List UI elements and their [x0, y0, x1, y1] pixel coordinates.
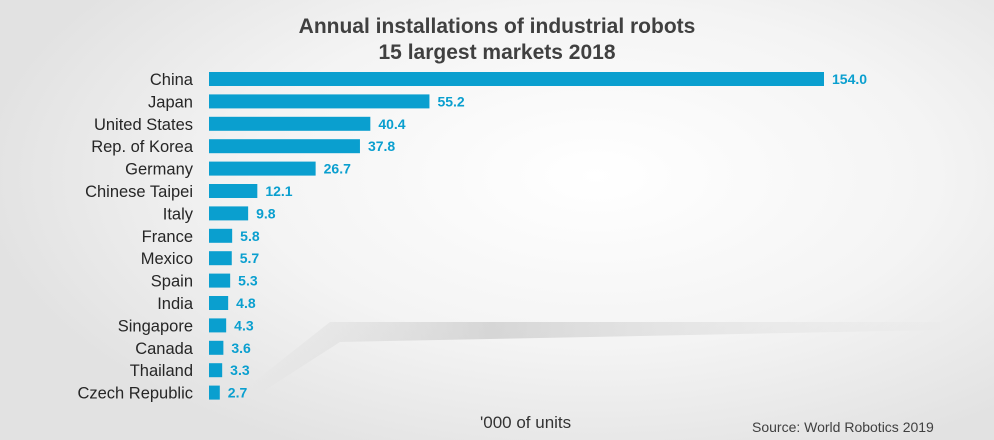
bar	[209, 161, 316, 176]
category-label: China	[150, 71, 194, 89]
category-label: Spain	[151, 273, 193, 291]
category-label: India	[157, 295, 194, 313]
category-label: Italy	[163, 205, 194, 223]
floor-shadow	[250, 322, 940, 392]
bar	[209, 251, 232, 266]
category-label: France	[142, 228, 193, 246]
data-label: 4.3	[234, 317, 254, 333]
data-label: 5.8	[240, 228, 260, 244]
category-label: Germany	[125, 161, 194, 179]
bar	[209, 318, 227, 333]
data-label: 154.0	[832, 71, 867, 87]
category-label: Chinese Taipei	[85, 183, 193, 201]
labels-group: China 154.0 Japan 55.2 United States 40.4 Rep.…	[77, 71, 867, 403]
bar	[209, 363, 223, 378]
bar	[209, 206, 249, 221]
category-label: Mexico	[141, 250, 193, 268]
bar	[209, 139, 360, 154]
bar	[209, 184, 258, 198]
chart-subtitle: 15 largest markets 2018	[378, 41, 616, 64]
data-label: 4.8	[236, 295, 256, 311]
decorative-shadow	[250, 322, 940, 392]
data-label: 5.7	[240, 250, 260, 266]
data-label: 37.8	[368, 138, 395, 154]
bar	[209, 273, 231, 288]
data-label: 3.3	[230, 362, 250, 378]
category-label: Japan	[148, 93, 193, 111]
category-label: Singapore	[118, 317, 193, 335]
bars-group	[209, 72, 824, 400]
source-note: Source: World Robotics 2019	[752, 419, 934, 435]
bar	[209, 72, 824, 86]
data-label: 12.1	[265, 183, 292, 199]
category-label: Canada	[135, 340, 194, 358]
bar	[209, 94, 430, 109]
bar	[209, 340, 224, 355]
data-label: 5.3	[238, 273, 258, 289]
category-label: United States	[94, 116, 193, 134]
category-label: Rep. of Korea	[91, 138, 194, 156]
data-label: 55.2	[437, 93, 464, 109]
bar	[209, 296, 229, 310]
bar	[209, 228, 233, 243]
bar	[209, 116, 371, 131]
data-label: 3.6	[231, 340, 251, 356]
category-label: Czech Republic	[77, 385, 193, 403]
category-label: Thailand	[130, 362, 193, 380]
data-label: 40.4	[378, 116, 405, 132]
data-label: 2.7	[228, 385, 248, 401]
x-axis-unit-label: '000 of units	[480, 413, 572, 432]
chart-title: Annual installations of industrial robot…	[298, 15, 696, 38]
data-label: 26.7	[324, 161, 351, 177]
bar	[209, 385, 220, 400]
data-label: 9.8	[256, 205, 276, 221]
